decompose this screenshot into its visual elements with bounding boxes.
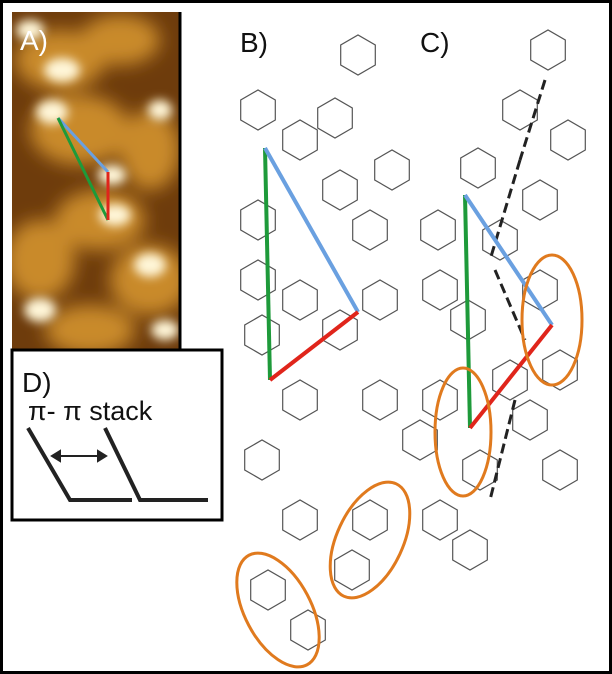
panel-label: B) [240,27,268,58]
caption: π- π stack [28,396,153,426]
panel-label: A) [20,25,48,56]
figure: A) D) π- π stack B) C) [0,0,612,674]
panel-label: D) [22,367,52,398]
stm-image [5,12,190,355]
panel-label: C) [420,27,450,58]
